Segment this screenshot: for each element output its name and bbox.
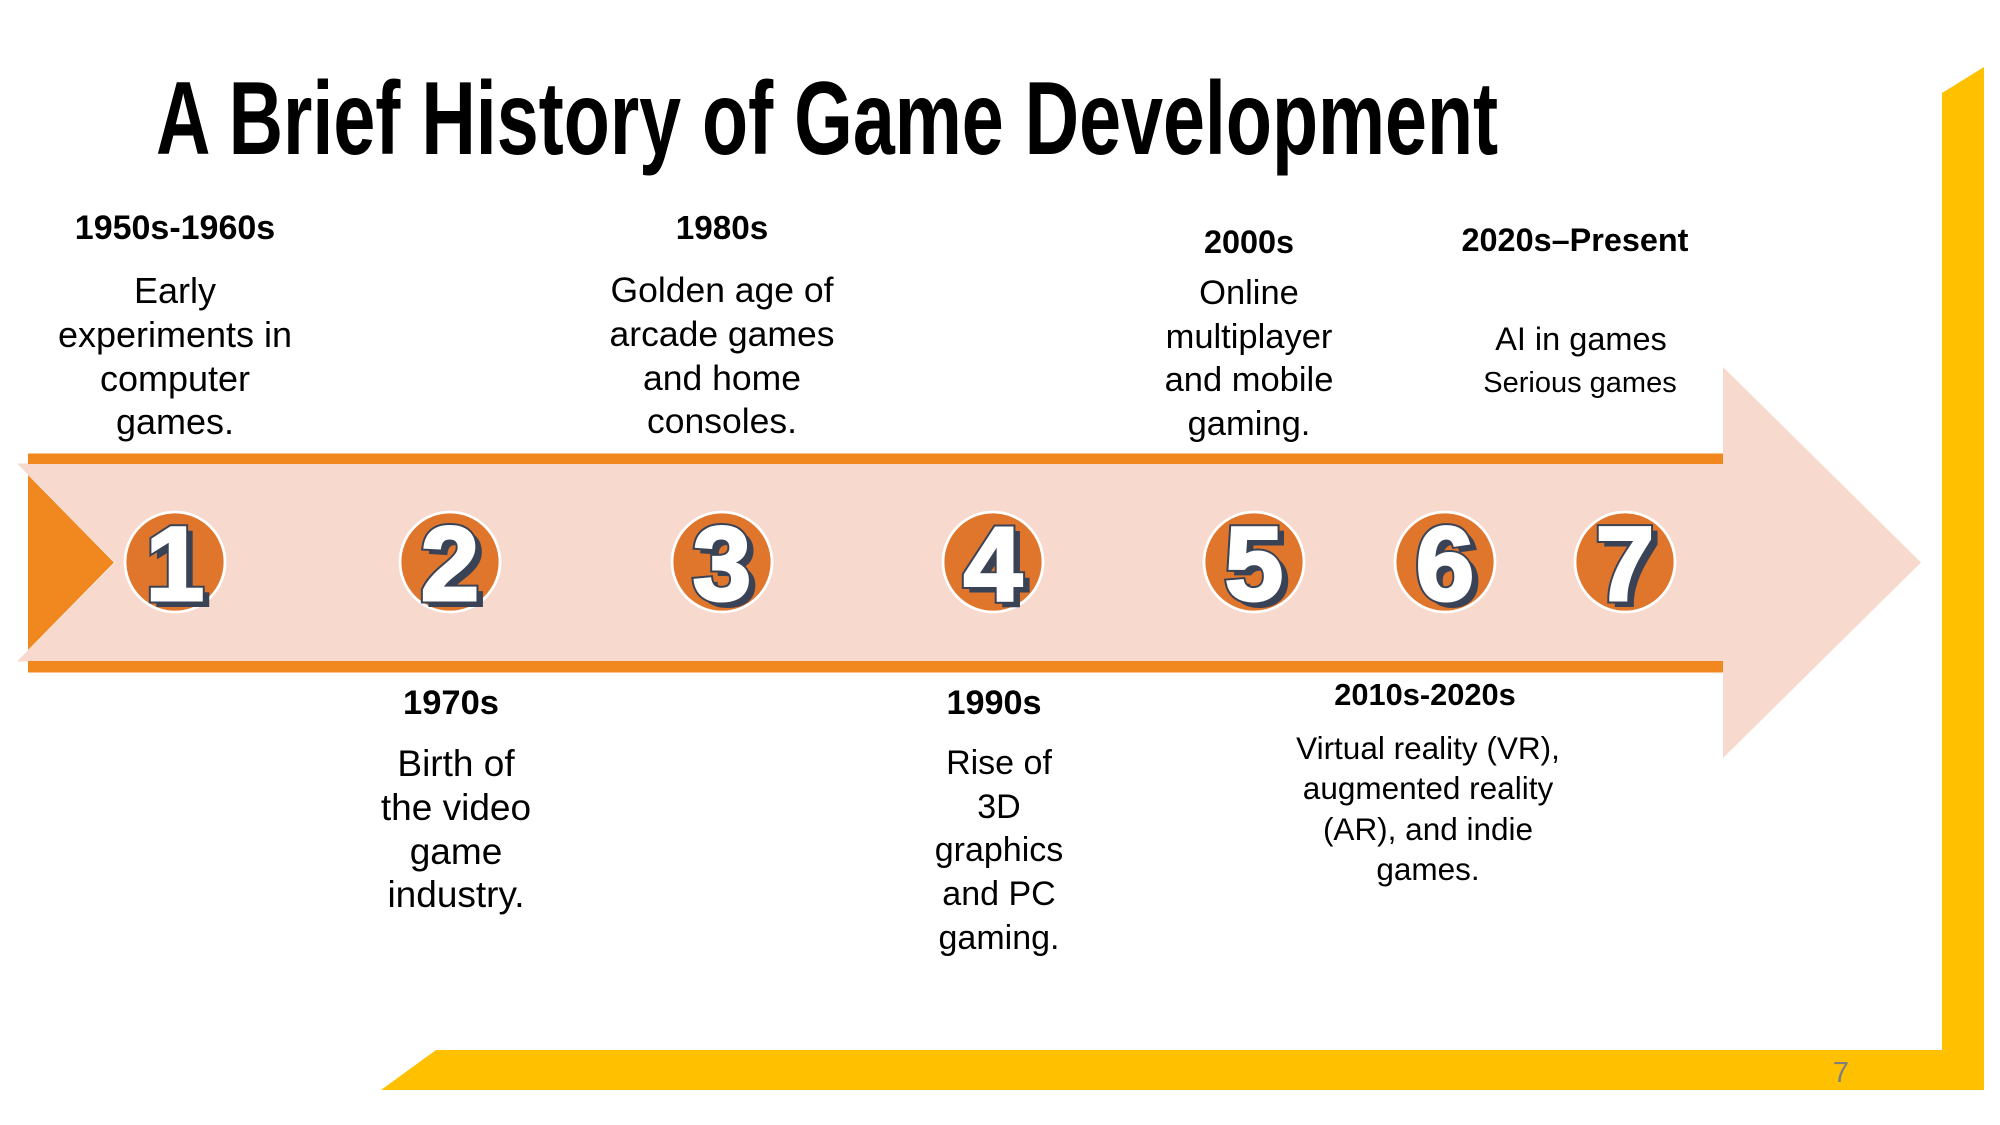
svg-text:3: 3	[699, 511, 757, 628]
svg-text:2: 2	[421, 506, 479, 623]
svg-text:1: 1	[152, 511, 210, 628]
svg-text:1: 1	[146, 506, 204, 623]
svg-text:6: 6	[1416, 506, 1474, 623]
svg-text:5: 5	[1225, 506, 1283, 623]
svg-text:3: 3	[693, 506, 751, 623]
svg-text:6: 6	[1416, 506, 1474, 623]
svg-text:4: 4	[964, 506, 1022, 623]
svg-text:5: 5	[1225, 506, 1283, 623]
svg-text:3: 3	[693, 506, 751, 623]
svg-text:5: 5	[1231, 511, 1289, 628]
svg-text:4: 4	[970, 511, 1028, 628]
svg-text:7: 7	[1602, 511, 1660, 628]
svg-text:7: 7	[1596, 506, 1654, 623]
svg-text:2: 2	[427, 511, 485, 628]
svg-text:7: 7	[1596, 506, 1654, 623]
svg-text:1: 1	[146, 506, 204, 623]
svg-text:6: 6	[1422, 511, 1480, 628]
svg-text:4: 4	[964, 506, 1022, 623]
svg-text:2: 2	[421, 506, 479, 623]
